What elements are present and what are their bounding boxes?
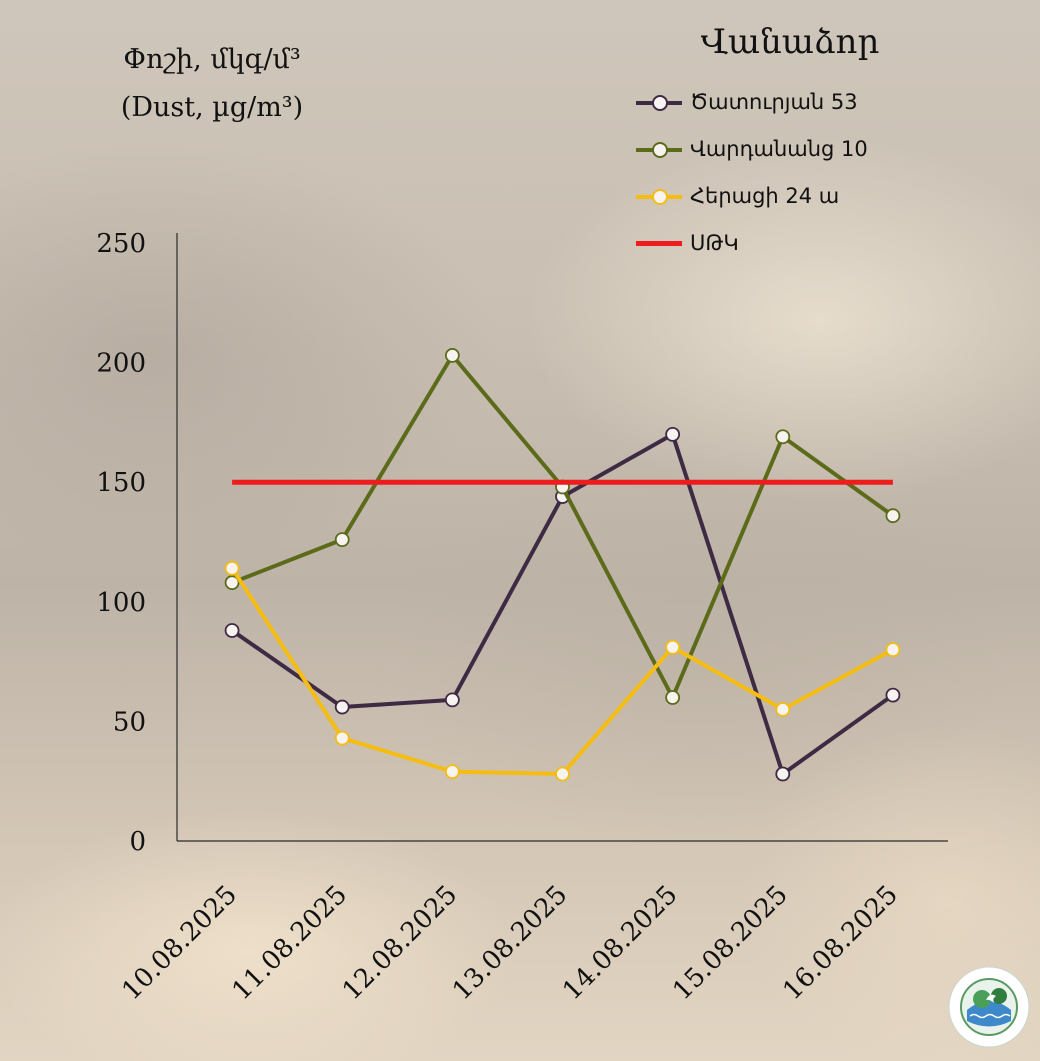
y-axis-title-line-1: Փոշի, մկգ/մ³ — [123, 44, 301, 75]
legend-marker-1 — [652, 94, 668, 111]
legend-label-series-4: ՍԹԿ — [690, 230, 739, 255]
x-tick-label: 13.08.2025 — [447, 880, 573, 1006]
data-point-series-1 — [775, 766, 791, 782]
x-tick-label: 10.08.2025 — [117, 880, 243, 1006]
legend-swatch-series-3 — [636, 186, 686, 206]
data-point-series-2 — [775, 429, 791, 445]
data-point-series-1 — [665, 426, 681, 442]
data-point-series-3 — [555, 766, 570, 782]
data-point-series-2 — [444, 348, 460, 363]
series-group — [224, 348, 901, 782]
y-axis-title: Փոշի, մկգ/մ³ (Dust, µg/m³) — [82, 36, 342, 132]
chart-axes — [176, 233, 948, 842]
legend-line-4 — [636, 240, 682, 246]
legend: Ծատուրյան 53 Վարդանանց 10 Հերացի 24 ա ՍԹ… — [636, 78, 868, 266]
data-point-series-1 — [885, 687, 901, 703]
data-point-series-2 — [224, 575, 240, 591]
y-tick-label: 150 — [96, 468, 146, 498]
legend-item-series-1: Ծատուրյան 53 — [636, 78, 868, 125]
legend-title: Վանաձոր — [700, 22, 880, 62]
data-point-series-3 — [665, 639, 681, 655]
data-point-series-3 — [334, 730, 350, 746]
data-point-series-3 — [885, 642, 901, 658]
legend-label-series-2: Վարդանանց 10 — [690, 136, 868, 161]
y-tick-label: 250 — [96, 229, 146, 259]
legend-item-series-3: Հերացի 24 ա — [636, 172, 868, 219]
y-tick-label: 100 — [96, 588, 146, 618]
data-point-series-3 — [775, 702, 791, 717]
x-tick-label: 16.08.2025 — [777, 880, 903, 1006]
legend-swatch-series-2 — [636, 139, 686, 159]
data-point-series-2 — [885, 508, 901, 524]
data-point-series-2 — [665, 690, 681, 705]
data-point-series-1 — [444, 692, 460, 708]
legend-marker-3 — [652, 188, 668, 205]
legend-marker-2 — [652, 141, 668, 158]
x-tick-label: 12.08.2025 — [337, 880, 463, 1006]
legend-item-series-2: Վարդանանց 10 — [636, 125, 868, 172]
data-point-series-1 — [224, 623, 240, 638]
data-point-series-3 — [444, 764, 460, 780]
series-line-2 — [231, 353, 895, 700]
y-tick-labels: 0 50 100 150 200 250 — [96, 229, 146, 857]
legend-label-series-1: Ծատուրյան 53 — [690, 89, 858, 114]
x-tick-label: 11.08.2025 — [227, 880, 353, 1006]
legend-swatch-series-4 — [636, 233, 686, 253]
legend-label-series-3: Հերացի 24 ա — [690, 183, 840, 208]
data-point-series-3 — [224, 560, 240, 576]
legend-item-series-4: ՍԹԿ — [636, 219, 868, 266]
series-line-3 — [230, 567, 894, 776]
y-tick-label: 50 — [113, 707, 146, 737]
x-tick-label: 14.08.2025 — [557, 880, 683, 1006]
y-axis-title-line-2: (Dust, µg/m³) — [120, 92, 304, 123]
organization-logo — [948, 966, 1030, 1048]
y-tick-label: 200 — [96, 349, 146, 379]
data-point-series-2 — [334, 532, 350, 548]
y-tick-label: 0 — [129, 827, 146, 857]
legend-swatch-series-1 — [636, 92, 686, 112]
data-point-series-1 — [334, 699, 350, 715]
x-tick-label: 15.08.2025 — [667, 880, 793, 1006]
x-tick-labels: 10.08.202511.08.202512.08.202513.08.2025… — [117, 880, 904, 1006]
